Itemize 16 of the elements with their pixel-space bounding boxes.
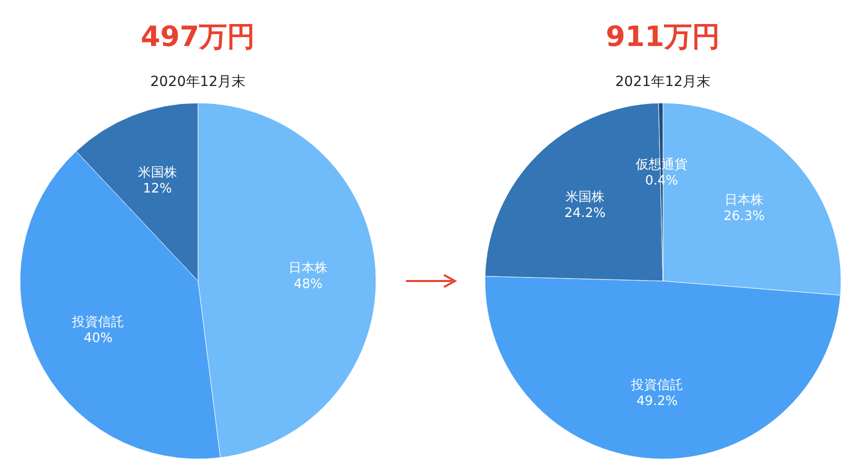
slice-label: 米国株 xyxy=(138,165,177,180)
chart-subtitle: 2020年12月末 xyxy=(150,74,246,90)
slice-label: 日本株 xyxy=(288,261,328,276)
chart-title: 497万円 xyxy=(140,20,256,53)
slice-label: 投資信託 xyxy=(71,314,124,330)
data-label: 49.2% xyxy=(636,394,678,410)
slice-label: 日本株 xyxy=(724,193,764,208)
data-label: 40% xyxy=(84,330,113,346)
chart-subtitle: 2021年12月末 xyxy=(615,74,711,90)
data-label: 26.3% xyxy=(723,209,765,224)
slice-label: 投資信託 xyxy=(630,378,684,394)
slice-label: 米国株 xyxy=(566,190,605,205)
data-label: 24.2% xyxy=(564,206,606,221)
chart-title: 911万円 xyxy=(606,20,720,53)
data-label: 48% xyxy=(294,277,323,292)
data-label: 12% xyxy=(142,181,172,196)
